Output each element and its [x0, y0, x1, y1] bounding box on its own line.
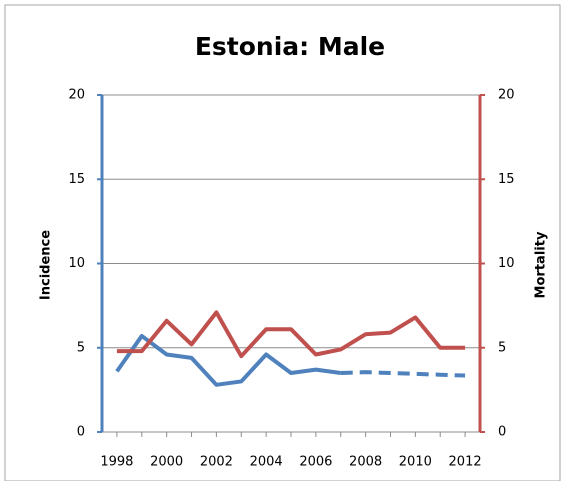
x-tick-label: 2004 [250, 455, 283, 470]
chart-title: Estonia: Male [195, 32, 385, 61]
chart-frame [4, 4, 561, 481]
line-series [116, 310, 466, 359]
x-tick-label: 2000 [150, 455, 183, 470]
x-tick-label: 2010 [399, 455, 432, 470]
x-tick-label: 2008 [349, 455, 382, 470]
y2-tick-label: 15 [498, 172, 515, 187]
x-tick-label: 2006 [299, 455, 332, 470]
x-tick-label: 1998 [100, 455, 133, 470]
y2-tick-label: 0 [498, 425, 506, 440]
y2-axis-title: Mortality [534, 231, 549, 298]
y-tick-label: 0 [77, 425, 85, 440]
line-series [340, 370, 466, 378]
y-tick-label: 5 [77, 340, 85, 355]
y-tick-label: 15 [68, 172, 85, 187]
y-tick-label: 10 [68, 256, 85, 271]
y2-tick-label: 5 [498, 340, 506, 355]
y-tick-label: 20 [68, 88, 85, 103]
y2-tick-label: 20 [498, 88, 515, 103]
line-series [115, 333, 342, 387]
y-axis-title: Incidence [39, 230, 54, 300]
y2-tick-label: 10 [498, 256, 515, 271]
x-tick-label: 2012 [449, 455, 482, 470]
x-tick-label: 2002 [200, 455, 233, 470]
